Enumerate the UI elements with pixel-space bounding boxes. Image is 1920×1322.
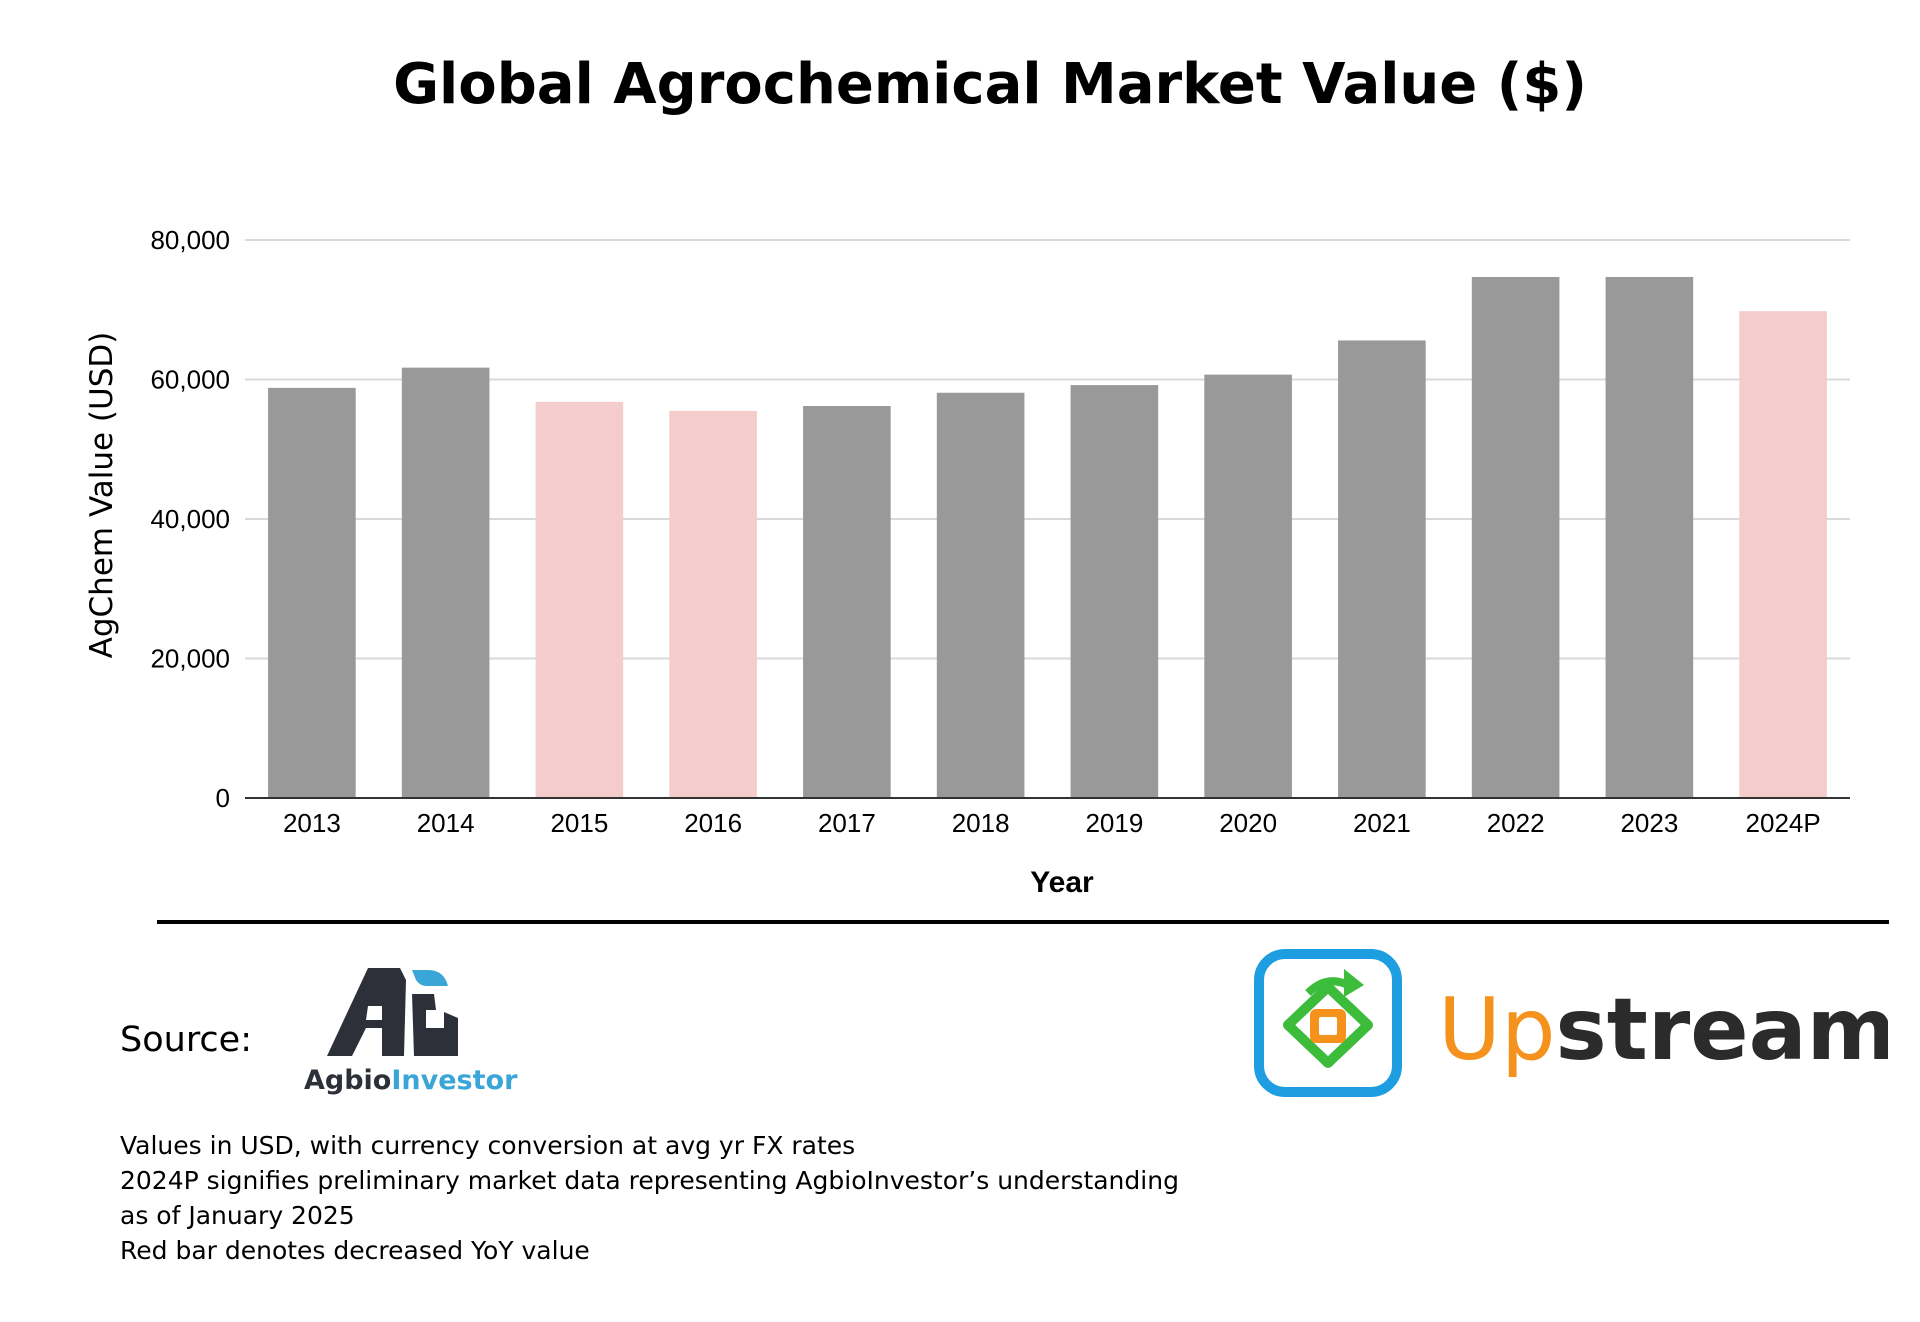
note-red-bar: Red bar denotes decreased YoY value	[120, 1236, 590, 1265]
upstream-cycle-icon	[1254, 949, 1402, 1097]
x-tick-label: 2015	[550, 808, 608, 838]
bar-2019	[1070, 385, 1159, 798]
agbio-wordmark-blue: Investor	[391, 1065, 518, 1096]
svg-text:AgbioInvestor: AgbioInvestor	[304, 1065, 518, 1096]
bars	[268, 276, 1827, 798]
bar-2022	[1471, 276, 1560, 798]
bar-2014	[401, 367, 490, 798]
bar-2015	[535, 401, 624, 798]
x-tick-label: 2017	[818, 808, 876, 838]
bar-2021	[1338, 340, 1426, 798]
y-tick-label: 80,000	[150, 225, 230, 255]
x-tick-label: 2024P	[1746, 808, 1821, 838]
bar-2023	[1605, 276, 1694, 798]
note-preliminary: 2024P signifies preliminary market data …	[120, 1166, 1179, 1195]
x-tick-label: 2022	[1487, 808, 1545, 838]
x-axis-label: Year	[1030, 866, 1094, 899]
footer-divider	[157, 920, 1889, 924]
x-tick-label: 2018	[952, 808, 1010, 838]
y-tick-label: 0	[216, 783, 230, 813]
bar-chart: 0 20,000 40,000 60,000 80,000 2013 2014 2015 201…	[84, 225, 1850, 899]
x-tick-label: 2021	[1353, 808, 1411, 838]
note-currency: Values in USD, with currency conversion …	[120, 1131, 856, 1160]
upstream-wordmark-stream: stream	[1556, 980, 1888, 1080]
bar-2020	[1204, 374, 1292, 798]
y-tick-label: 20,000	[150, 644, 230, 674]
x-tick-label: 2020	[1219, 808, 1277, 838]
gridlines	[245, 239, 1850, 660]
bar-2018	[936, 392, 1025, 798]
agbio-mark-icon	[327, 968, 458, 1056]
upstream-logo: Upstream	[1254, 949, 1888, 1097]
y-tick-label: 60,000	[150, 365, 230, 395]
y-axis-label: AgChem Value (USD)	[84, 332, 120, 659]
tick-labels: 0 20,000 40,000 60,000 80,000 2013 2014 2015 201…	[150, 225, 1820, 838]
upstream-wordmark-up: Up	[1438, 980, 1556, 1080]
note-preliminary-date: as of January 2025	[120, 1201, 355, 1230]
bar-2013	[268, 387, 356, 798]
y-tick-label: 40,000	[150, 504, 230, 534]
agbioinvestor-logo: AgbioInvestor	[304, 968, 518, 1096]
x-tick-label: 2016	[684, 808, 742, 838]
x-tick-label: 2014	[417, 808, 475, 838]
bar-2016	[669, 410, 757, 798]
svg-text:Upstream: Upstream	[1438, 980, 1888, 1080]
chart-title: Global Agrochemical Market Value ($)	[393, 52, 1587, 117]
footnotes: Values in USD, with currency conversion …	[120, 1128, 1179, 1268]
bar-2017	[803, 406, 891, 798]
x-tick-label: 2023	[1620, 808, 1678, 838]
bar-2024P	[1739, 311, 1827, 798]
source-label: Source:	[120, 1020, 253, 1060]
agbio-wordmark-dark: Agbio	[304, 1065, 391, 1096]
x-tick-label: 2019	[1085, 808, 1143, 838]
x-tick-label: 2013	[283, 808, 341, 838]
